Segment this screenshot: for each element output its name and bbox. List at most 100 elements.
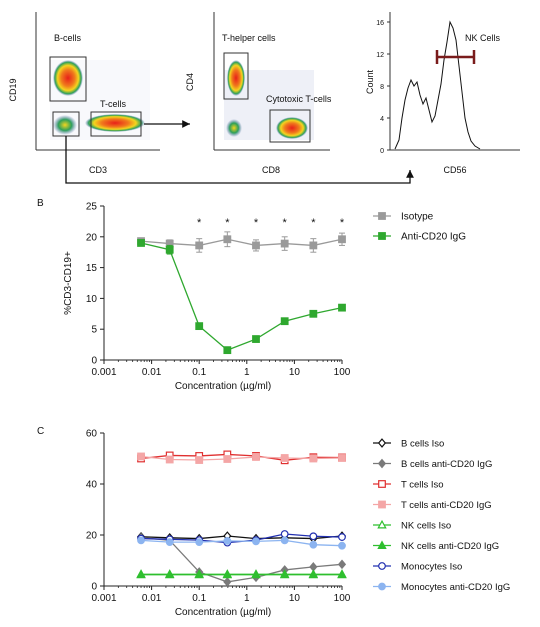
significance-mark: * <box>254 217 259 229</box>
data-point <box>252 537 260 546</box>
legend-marker <box>378 562 386 570</box>
data-point <box>223 577 232 587</box>
x-tick-label: 1 <box>244 593 250 604</box>
x-axis-label: Concentration (µg/ml) <box>175 381 271 392</box>
histogram-cd56: 0 4 8 12 16 NK Cells Count CD56 <box>365 12 520 175</box>
data-point <box>223 536 232 545</box>
flow2-helper-population <box>227 60 245 96</box>
series-nk-cells-anti-cd20-igg <box>136 569 347 579</box>
flow1-neg-population <box>53 115 77 135</box>
legend-item: B cells Iso <box>373 438 444 450</box>
histo-xlabel: CD56 <box>443 165 466 175</box>
legend-label: Monocytes anti-CD20 IgG <box>401 582 510 593</box>
legend-marker <box>378 232 386 240</box>
data-point <box>195 538 204 547</box>
data-point <box>165 538 174 547</box>
flow2-gate-cytotoxic <box>269 109 311 143</box>
legend-marker <box>377 540 387 550</box>
data-point <box>338 533 346 541</box>
data-point <box>280 536 289 545</box>
data-point <box>164 569 175 579</box>
legend-item: Monocytes Iso <box>373 562 462 573</box>
data-point <box>195 241 204 250</box>
y-tick-label: 0 <box>91 582 97 593</box>
legend-label: Anti-CD20 IgG <box>401 232 466 243</box>
data-point <box>252 335 260 343</box>
data-point <box>137 239 145 247</box>
series-line <box>140 455 343 461</box>
data-point <box>338 454 346 462</box>
legend-item: B cells anti-CD20 IgG <box>373 458 492 470</box>
legend-label: Monocytes Iso <box>401 562 462 573</box>
histo-y-tick-label: 16 <box>376 20 384 27</box>
data-point <box>137 452 145 461</box>
histo-y-tick-label: 12 <box>376 52 384 59</box>
y-tick-label: 25 <box>86 202 98 213</box>
data-point <box>137 536 145 545</box>
legend-item: NK cells Iso <box>373 519 451 532</box>
x-tick-label: 0.001 <box>91 367 116 378</box>
legend-item: NK cells anti-CD20 IgG <box>373 540 499 552</box>
y-tick-label: 20 <box>86 232 98 243</box>
flow2-gate-helper <box>223 52 249 100</box>
x-tick-label: 0.001 <box>91 593 116 604</box>
flow1-ylabel: CD19 <box>8 78 18 101</box>
y-tick-label: 40 <box>86 480 98 491</box>
significance-mark: * <box>340 217 345 229</box>
flow1-bcell-population <box>53 60 83 96</box>
data-point <box>280 239 289 248</box>
legend-marker <box>378 212 386 220</box>
data-point <box>337 569 347 579</box>
legend-label: NK cells anti-CD20 IgG <box>401 541 499 552</box>
legend-label: B cells Iso <box>401 439 444 450</box>
data-point <box>252 453 260 461</box>
legend-item: Monocytes anti-CD20 IgG <box>373 582 510 593</box>
data-point <box>165 455 174 464</box>
data-point <box>136 569 146 579</box>
flow2-gate-helper-label: T-helper cells <box>222 33 276 43</box>
data-point <box>194 569 204 579</box>
histo-y-tick-label: 8 <box>380 84 384 91</box>
data-point <box>309 309 318 318</box>
flow1-tcell-population <box>85 114 145 132</box>
legend-marker <box>378 582 386 591</box>
y-tick-label: 60 <box>86 429 98 440</box>
series-isotype <box>137 231 346 253</box>
x-tick-label: 0.01 <box>142 593 162 604</box>
x-tick-label: 100 <box>334 593 351 604</box>
data-point <box>337 559 347 570</box>
data-point <box>165 245 174 254</box>
data-point <box>280 454 289 462</box>
significance-mark: * <box>283 217 288 229</box>
legend-label: NK cells Iso <box>401 521 451 532</box>
legend-marker <box>377 438 387 448</box>
data-point <box>195 456 204 464</box>
data-point <box>309 540 318 549</box>
y-axis-label: %CD3-CD19+ <box>63 251 74 315</box>
arrow-neg-gate-to-histogram <box>65 136 414 184</box>
data-point <box>338 541 346 550</box>
histo-y-tick-label: 0 <box>380 148 384 155</box>
flow1-gate-bcells <box>49 56 87 102</box>
x-tick-label: 10 <box>289 593 301 604</box>
histo-ylabel: Count <box>365 70 375 95</box>
x-axis-label: Concentration (µg/ml) <box>175 607 271 618</box>
legend-label: B cells anti-CD20 IgG <box>401 459 492 470</box>
data-point <box>223 455 232 463</box>
flow-plot-cd4-cd8: T-helper cells Cytotoxic T-cells CD4 CD8 <box>185 12 332 175</box>
series-anti-cd20-igg <box>137 239 346 355</box>
data-point <box>308 569 319 579</box>
y-tick-label: 5 <box>91 325 97 336</box>
legend-label: T cells anti-CD20 IgG <box>401 500 492 511</box>
data-point <box>309 454 318 463</box>
flow2-ylabel: CD4 <box>185 73 195 91</box>
x-tick-label: 0.1 <box>192 367 206 378</box>
data-point <box>280 317 289 326</box>
flow1-gate-tcells <box>90 111 142 137</box>
series-line <box>140 536 343 583</box>
data-point <box>251 569 261 579</box>
significance-mark: * <box>311 217 316 229</box>
series-line <box>140 453 343 461</box>
legend-label: T cells Iso <box>401 480 444 491</box>
